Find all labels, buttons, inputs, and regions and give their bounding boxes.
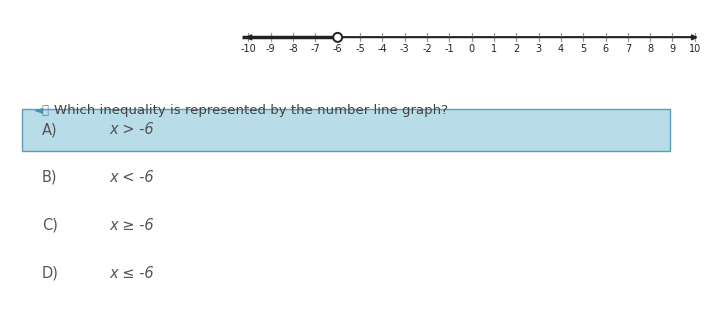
Text: 9: 9: [670, 45, 675, 54]
Text: x ≤ -6: x ≤ -6: [109, 266, 154, 280]
Text: D): D): [42, 266, 58, 280]
Text: -9: -9: [266, 45, 276, 54]
Text: 10: 10: [688, 45, 701, 54]
Text: 4: 4: [558, 45, 564, 54]
Text: -4: -4: [377, 45, 387, 54]
Text: 0: 0: [469, 45, 474, 54]
Text: 5: 5: [580, 45, 586, 54]
Circle shape: [333, 33, 342, 42]
FancyBboxPatch shape: [22, 109, 670, 151]
Text: x > -6: x > -6: [109, 123, 154, 137]
Text: 1: 1: [491, 45, 497, 54]
Text: -1: -1: [444, 45, 454, 54]
Text: x < -6: x < -6: [109, 170, 154, 185]
Text: -10: -10: [240, 45, 256, 54]
Text: ◄⧸: ◄⧸: [34, 104, 50, 117]
Text: -8: -8: [288, 45, 298, 54]
Text: 8: 8: [647, 45, 653, 54]
Text: 6: 6: [603, 45, 608, 54]
Text: 2: 2: [513, 45, 519, 54]
Text: C): C): [42, 217, 58, 232]
Text: -3: -3: [400, 45, 410, 54]
Text: -7: -7: [310, 45, 320, 54]
Text: -6: -6: [333, 45, 343, 54]
Text: 3: 3: [536, 45, 541, 54]
Text: x ≥ -6: x ≥ -6: [109, 217, 154, 232]
Text: -5: -5: [355, 45, 365, 54]
Text: B): B): [42, 170, 58, 185]
Text: Which inequality is represented by the number line graph?: Which inequality is represented by the n…: [54, 104, 448, 117]
Text: -2: -2: [422, 45, 432, 54]
Text: 7: 7: [625, 45, 631, 54]
Text: A): A): [42, 123, 58, 137]
